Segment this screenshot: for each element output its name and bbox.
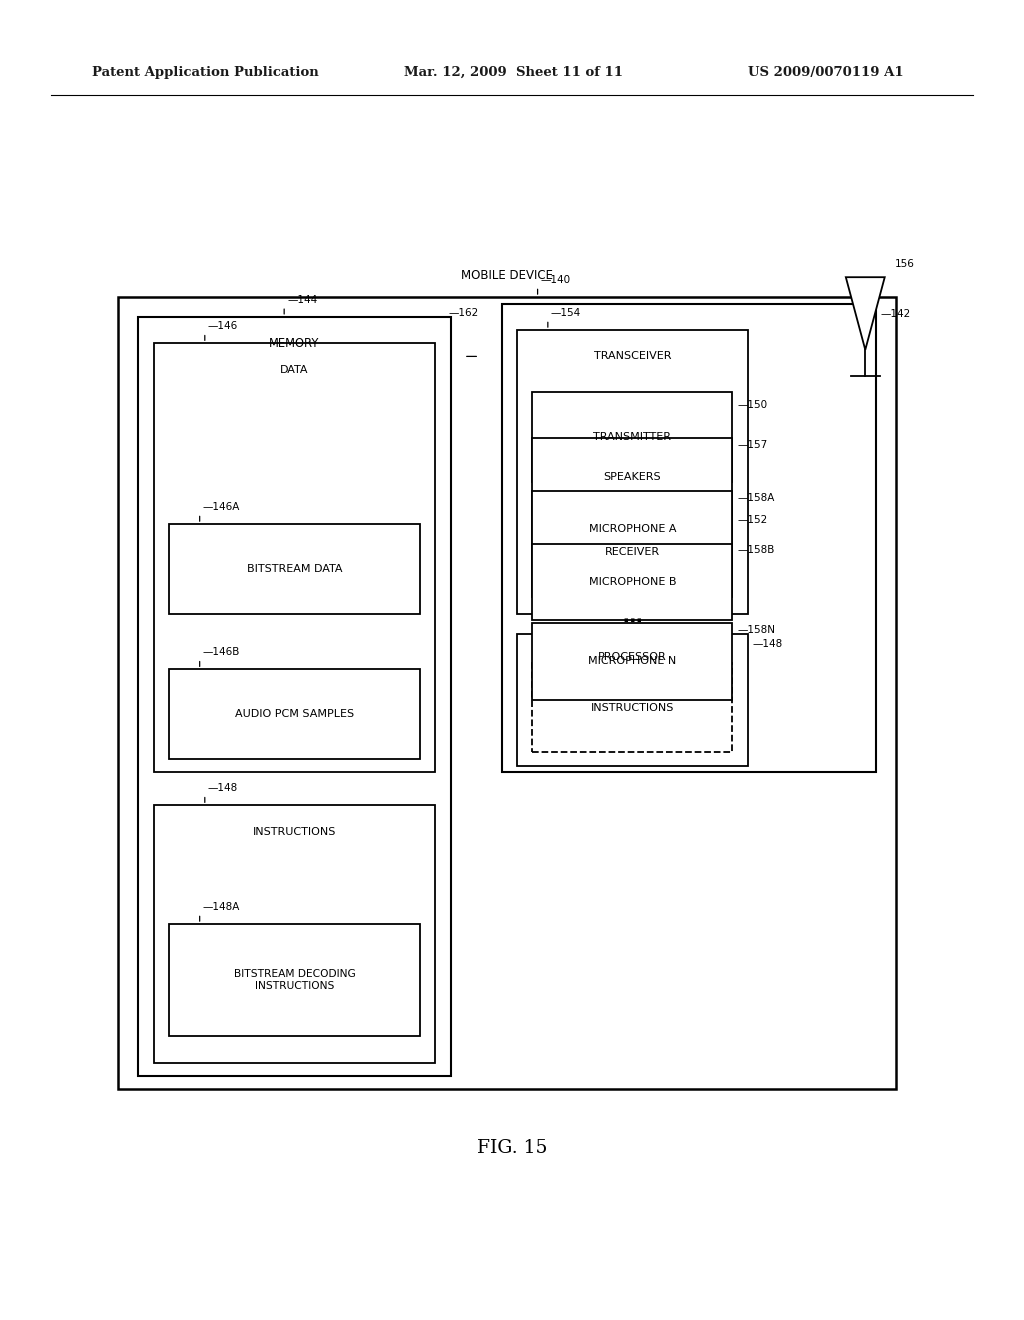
Text: INSTRUCTIONS: INSTRUCTIONS — [591, 702, 674, 713]
FancyBboxPatch shape — [169, 669, 420, 759]
FancyBboxPatch shape — [517, 634, 748, 766]
FancyBboxPatch shape — [532, 663, 732, 752]
FancyBboxPatch shape — [118, 297, 896, 1089]
Text: BITSTREAM DECODING
INSTRUCTIONS: BITSTREAM DECODING INSTRUCTIONS — [233, 969, 355, 991]
FancyBboxPatch shape — [532, 507, 732, 597]
Text: MICROPHONE B: MICROPHONE B — [589, 577, 676, 587]
FancyBboxPatch shape — [154, 805, 435, 1063]
Text: —144: —144 — [287, 294, 317, 305]
FancyBboxPatch shape — [517, 330, 748, 614]
Text: —157: —157 — [737, 440, 768, 450]
Text: Patent Application Publication: Patent Application Publication — [92, 66, 318, 79]
Text: MOBILE DEVICE: MOBILE DEVICE — [461, 269, 553, 282]
Text: —148: —148 — [208, 783, 239, 793]
Text: Mar. 12, 2009  Sheet 11 of 11: Mar. 12, 2009 Sheet 11 of 11 — [404, 66, 624, 79]
FancyBboxPatch shape — [502, 304, 876, 772]
FancyBboxPatch shape — [169, 524, 420, 614]
FancyBboxPatch shape — [532, 623, 732, 700]
Text: SPEAKERS: SPEAKERS — [603, 471, 662, 482]
Text: TRANSMITTER: TRANSMITTER — [593, 432, 672, 442]
Polygon shape — [846, 277, 885, 350]
Text: —158A: —158A — [737, 492, 774, 503]
Text: —150: —150 — [737, 400, 767, 411]
Text: —158B: —158B — [737, 545, 774, 556]
Text: FIG. 15: FIG. 15 — [477, 1139, 547, 1158]
Text: —158N: —158N — [737, 624, 775, 635]
Text: —148A: —148A — [203, 902, 240, 912]
Text: —146: —146 — [208, 321, 239, 331]
Text: INSTRUCTIONS: INSTRUCTIONS — [253, 826, 336, 837]
Text: RECEIVER: RECEIVER — [605, 546, 659, 557]
Text: US 2009/0070119 A1: US 2009/0070119 A1 — [748, 66, 903, 79]
Text: MICROPHONE A: MICROPHONE A — [589, 524, 676, 535]
Text: —140: —140 — [541, 275, 570, 285]
Text: AUDIO PCM SAMPLES: AUDIO PCM SAMPLES — [234, 709, 354, 719]
Text: ⋯: ⋯ — [623, 612, 642, 631]
Text: BITSTREAM DATA: BITSTREAM DATA — [247, 564, 342, 574]
Text: —152: —152 — [737, 515, 768, 525]
Text: —154: —154 — [551, 308, 582, 318]
Text: MICROPHONE N: MICROPHONE N — [588, 656, 677, 667]
Text: —142: —142 — [881, 309, 911, 319]
FancyBboxPatch shape — [532, 438, 732, 515]
FancyBboxPatch shape — [138, 317, 451, 1076]
Text: —146A: —146A — [203, 502, 240, 512]
Text: —148: —148 — [753, 639, 783, 649]
Text: MEMORY: MEMORY — [269, 337, 319, 350]
Text: —162: —162 — [449, 308, 479, 318]
Text: TRANSCEIVER: TRANSCEIVER — [594, 351, 671, 362]
Text: 156: 156 — [895, 259, 914, 269]
FancyBboxPatch shape — [532, 392, 732, 482]
Text: —146B: —146B — [203, 647, 240, 657]
FancyBboxPatch shape — [532, 491, 732, 568]
FancyBboxPatch shape — [169, 924, 420, 1036]
FancyBboxPatch shape — [154, 343, 435, 772]
Text: PROCESSOR: PROCESSOR — [598, 652, 667, 663]
FancyBboxPatch shape — [532, 544, 732, 620]
Text: DATA: DATA — [281, 364, 308, 375]
